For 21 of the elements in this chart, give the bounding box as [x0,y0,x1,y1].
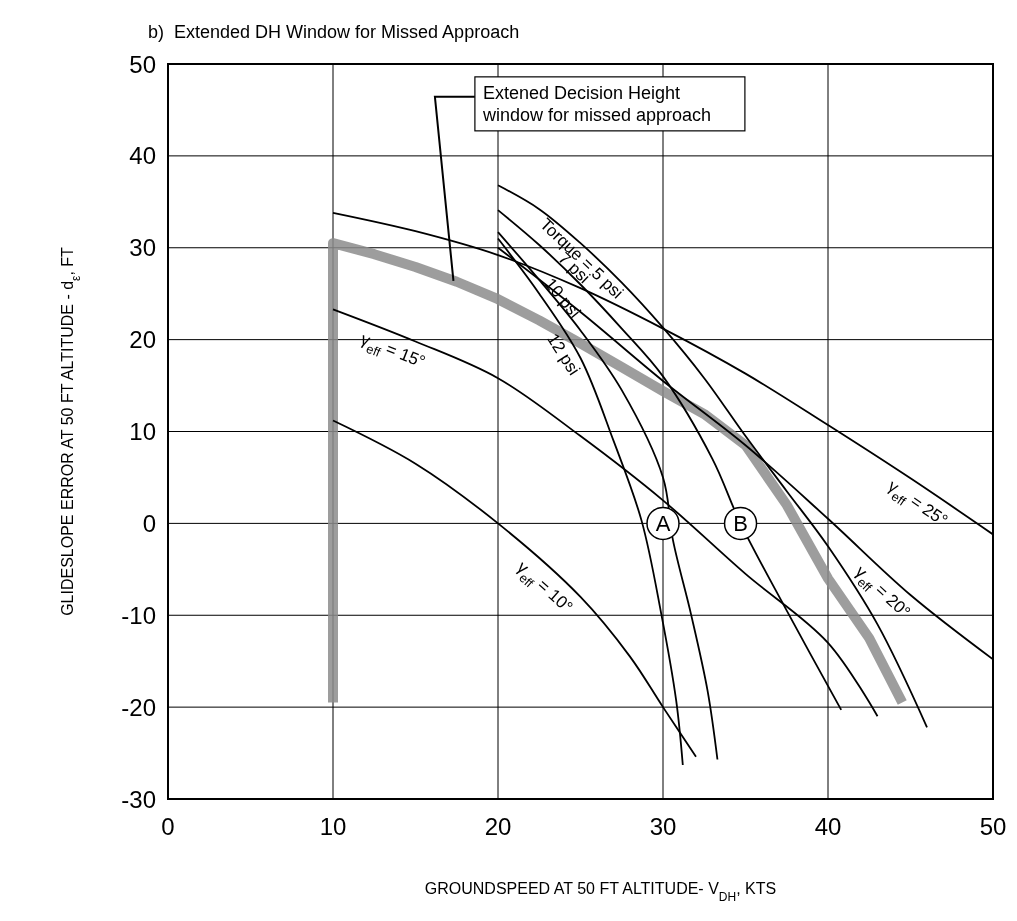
x-tick-label: 30 [649,813,677,840]
y-tick-label: -10 [121,601,156,629]
x-tick-label: 50 [979,813,1007,840]
x-tick-label: 40 [814,813,842,840]
y-tick-label: 30 [129,234,156,262]
x-tick-label: 0 [161,813,175,840]
y-tick-label: 20 [129,326,156,354]
annotation: A [655,510,671,536]
annotation: Extened Decision Height window for missed approach [481,82,712,125]
x-tick-label: 20 [484,813,512,840]
y-tick-label: 40 [129,142,156,170]
text: 12 psi [543,329,585,379]
chart-title: b) Extended DH Window for Missed Approach [148,22,520,42]
y-tick-label: -30 [121,785,156,813]
y-tick-label: 50 [129,50,156,78]
x-tick-label: 10 [319,813,347,840]
y-tick-label: -20 [121,693,156,721]
annotation: B [733,510,748,536]
x-axis-title: GROUNDSPEED AT 50 FT ALTITUDE- V$_{DH}$, KTS [424,880,777,904]
y-tick-label: 10 [129,418,156,445]
y-tick-label: 0 [142,509,156,537]
